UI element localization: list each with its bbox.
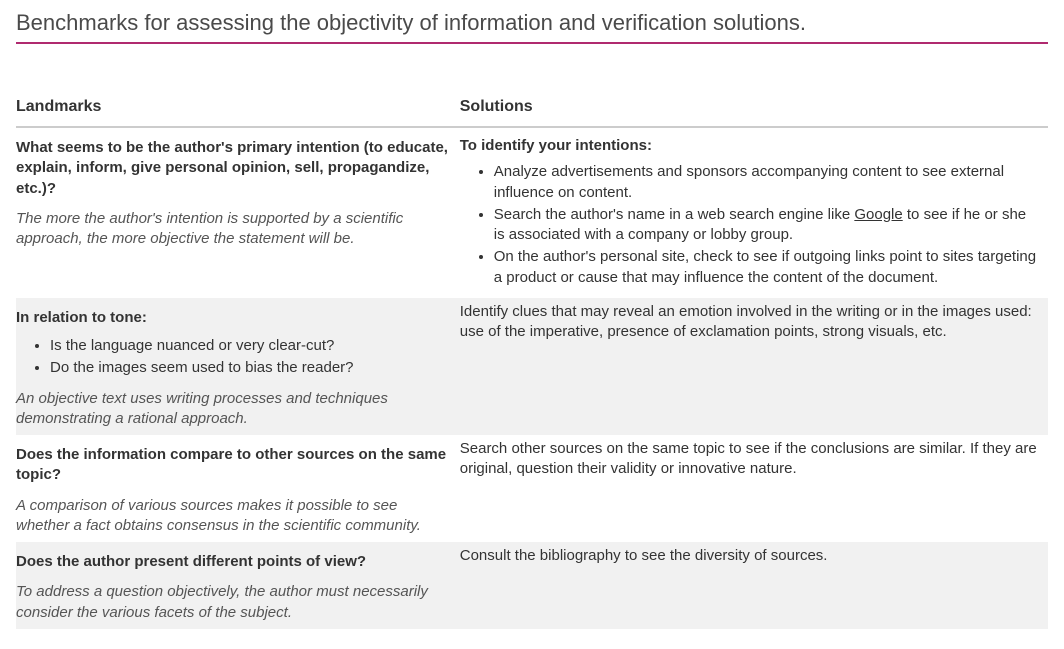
- solution-cell: Consult the bibliography to see the dive…: [460, 542, 1048, 629]
- landmark-note: A comparison of various sources makes it…: [16, 496, 452, 537]
- list-item: Search the author's name in a web search…: [494, 205, 1040, 246]
- landmark-question: What seems to be the author's primary in…: [16, 138, 452, 199]
- landmark-note: The more the author's intention is suppo…: [16, 209, 452, 250]
- landmark-cell: Does the information compare to other so…: [16, 435, 460, 542]
- landmark-cell: In relation to tone: Is the language nua…: [16, 298, 460, 435]
- landmark-question: Does the author present different points…: [16, 552, 452, 572]
- solution-cell: To identify your intentions: Analyze adv…: [460, 127, 1048, 298]
- landmark-bullets: Is the language nuanced or very clear-cu…: [16, 336, 452, 379]
- landmark-note: An objective text uses writing processes…: [16, 389, 452, 430]
- landmark-note: To address a question objectively, the a…: [16, 582, 452, 623]
- solution-cell: Identify clues that may reveal an emotio…: [460, 298, 1048, 435]
- list-item: On the author's personal site, check to …: [494, 247, 1040, 288]
- solution-text: Search other sources on the same topic t…: [460, 439, 1040, 480]
- bullet-text-pre: Search the author's name in a web search…: [494, 206, 855, 223]
- table-row: Does the information compare to other so…: [16, 435, 1048, 542]
- solution-intro: To identify your intentions:: [460, 136, 1040, 156]
- landmark-question: In relation to tone:: [16, 308, 452, 328]
- landmark-cell: What seems to be the author's primary in…: [16, 127, 460, 298]
- google-link[interactable]: Google: [854, 206, 902, 223]
- solution-text: Consult the bibliography to see the dive…: [460, 546, 1040, 566]
- benchmarks-table: Landmarks Solutions What seems to be the…: [16, 92, 1048, 629]
- list-item: Analyze advertisements and sponsors acco…: [494, 162, 1040, 203]
- landmark-question: Does the information compare to other so…: [16, 445, 452, 486]
- table-row: Does the author present different points…: [16, 542, 1048, 629]
- landmark-cell: Does the author present different points…: [16, 542, 460, 629]
- page-title: Benchmarks for assessing the objectivity…: [16, 10, 1048, 44]
- solution-cell: Search other sources on the same topic t…: [460, 435, 1048, 542]
- list-item: Is the language nuanced or very clear-cu…: [50, 336, 452, 356]
- list-item: Do the images seem used to bias the read…: [50, 358, 452, 378]
- solution-text: Identify clues that may reveal an emotio…: [460, 302, 1040, 343]
- table-row: In relation to tone: Is the language nua…: [16, 298, 1048, 435]
- col-header-landmarks: Landmarks: [16, 92, 460, 127]
- solution-bullets: Analyze advertisements and sponsors acco…: [460, 162, 1040, 288]
- table-row: What seems to be the author's primary in…: [16, 127, 1048, 298]
- col-header-solutions: Solutions: [460, 92, 1048, 127]
